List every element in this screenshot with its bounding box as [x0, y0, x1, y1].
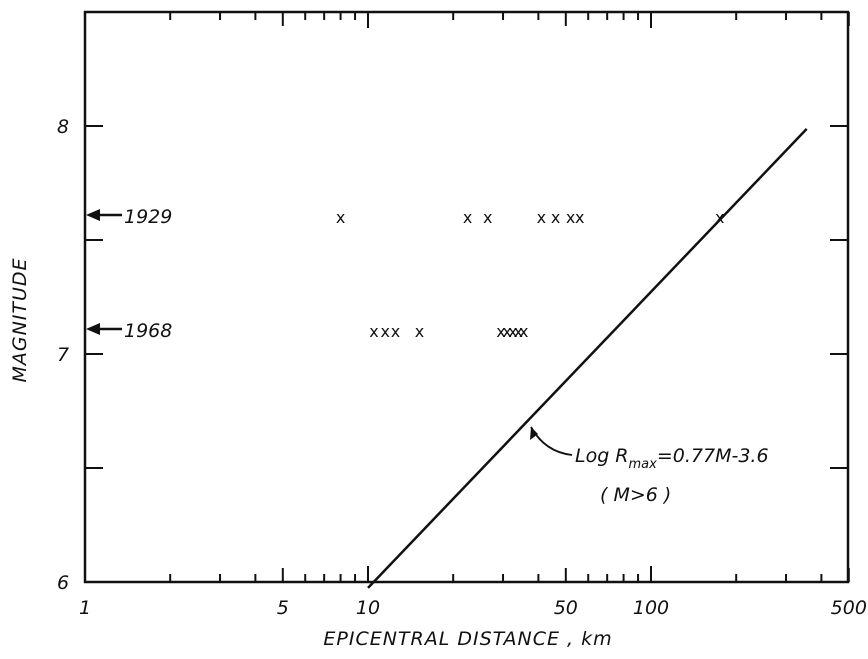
data-point: x [715, 208, 724, 227]
y-tick-label: 7 [57, 344, 69, 366]
x-tick-label: 100 [633, 597, 669, 619]
axis-ticks [85, 11, 850, 582]
data-point: x [566, 208, 575, 227]
data-point: x [502, 322, 511, 341]
annotation-1968: 1968 [86, 320, 172, 342]
regression-line [367, 128, 808, 589]
x-axis-title: EPICENTRAL DISTANCE , km [323, 628, 612, 650]
x-tick-label: 10 [356, 597, 380, 619]
equation-annotation: Log Rmax=0.77M-3.6 ( M>6 ) [530, 426, 769, 506]
data-point: x [514, 322, 523, 341]
data-point: x [391, 322, 400, 341]
data-point: x [369, 322, 378, 341]
data-point: x [551, 208, 560, 227]
y-tick-label: 8 [57, 116, 69, 138]
data-point: x [519, 322, 528, 341]
data-point: x [336, 208, 345, 227]
arrow-head-1929 [86, 209, 100, 221]
data-point: x [508, 322, 517, 341]
annotation-label-1929: 1929 [124, 206, 172, 228]
y-axis-title: MAGNITUDE [9, 257, 31, 382]
annotation-1929: 1929 [86, 206, 172, 228]
data-point: x [537, 208, 546, 227]
arrow-head-1968 [86, 323, 100, 335]
equation-text: Log Rmax=0.77M-3.6 [575, 445, 769, 472]
data-point: x [575, 208, 584, 227]
data-point: x [415, 322, 424, 341]
plot-frame [83, 10, 850, 584]
x-tick-label: 1 [79, 597, 91, 619]
equation-leader-line [530, 426, 573, 456]
equation-leader-arrowhead [530, 427, 538, 440]
y-tick-label: 6 [57, 572, 69, 594]
x-tick-label: 5 [277, 597, 289, 619]
x-tick-label: 500 [831, 597, 867, 619]
data-point: x [380, 322, 389, 341]
x-tick-labels: 1 5 10 50 100 500 [79, 597, 867, 619]
equation-condition: ( M>6 ) [600, 484, 671, 506]
y-tick-labels: 6 7 8 [57, 116, 69, 594]
annotation-label-1968: 1968 [124, 320, 172, 342]
data-point: x [496, 322, 505, 341]
data-point: x [483, 208, 492, 227]
data-point: x [463, 208, 472, 227]
x-tick-label: 50 [554, 597, 578, 619]
